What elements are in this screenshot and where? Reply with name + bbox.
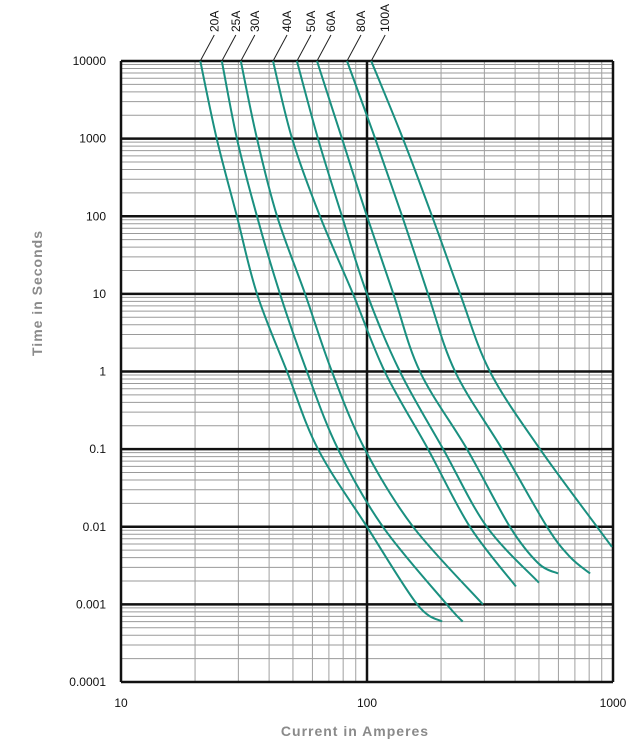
label-leader-50A bbox=[296, 34, 312, 62]
x-axis-title: Current in Amperes bbox=[281, 723, 429, 739]
grid bbox=[119, 59, 615, 684]
series-label-25A: 25A bbox=[229, 11, 243, 32]
y-tick-label: 0.01 bbox=[83, 520, 107, 534]
curve-80A bbox=[346, 60, 591, 575]
label-leader-80A bbox=[346, 34, 362, 62]
series-label-20A: 20A bbox=[207, 11, 221, 32]
curve-20A bbox=[199, 60, 443, 623]
label-leader-20A bbox=[199, 34, 215, 62]
curve-50A bbox=[295, 60, 540, 584]
curves bbox=[199, 60, 613, 623]
y-tick-label: 10000 bbox=[73, 54, 107, 68]
label-leader-30A bbox=[240, 34, 256, 62]
x-tick-label: 10 bbox=[114, 696, 128, 710]
curve-60A bbox=[316, 60, 559, 575]
series-label-40A: 40A bbox=[280, 11, 294, 32]
curve-25A bbox=[220, 60, 464, 623]
series-label-100A: 100A bbox=[378, 4, 392, 32]
x-tick-label: 1000 bbox=[600, 696, 627, 710]
series-label-60A: 60A bbox=[324, 11, 338, 32]
x-tick-labels: 10 100 1000 bbox=[114, 696, 626, 710]
series-label-50A: 50A bbox=[304, 11, 318, 32]
series-labels: 20A 25A 30A 40A 50A 60A 80A 100A bbox=[199, 4, 392, 62]
y-tick-label: 10 bbox=[93, 287, 107, 301]
label-leader-25A bbox=[221, 34, 237, 62]
label-leader-100A bbox=[370, 34, 386, 62]
series-label-30A: 30A bbox=[248, 11, 262, 32]
label-leader-60A bbox=[316, 34, 332, 62]
y-tick-label: 0.1 bbox=[89, 442, 106, 456]
y-axis-title: Time in Seconds bbox=[29, 230, 45, 356]
curve-30A bbox=[239, 60, 484, 606]
y-tick-label: 1000 bbox=[79, 132, 106, 146]
series-label-80A: 80A bbox=[354, 11, 368, 32]
curve-100A bbox=[370, 60, 613, 548]
curve-40A bbox=[272, 60, 517, 588]
x-tick-label: 100 bbox=[357, 696, 377, 710]
y-tick-labels: 10000 1000 100 10 1 0.1 0.01 0.001 0.0001 bbox=[69, 54, 106, 689]
y-tick-label: 0.001 bbox=[76, 597, 106, 611]
y-tick-label: 0.0001 bbox=[69, 675, 106, 689]
y-tick-label: 100 bbox=[86, 209, 106, 223]
label-leader-40A bbox=[272, 34, 288, 62]
y-tick-label: 1 bbox=[99, 365, 106, 379]
